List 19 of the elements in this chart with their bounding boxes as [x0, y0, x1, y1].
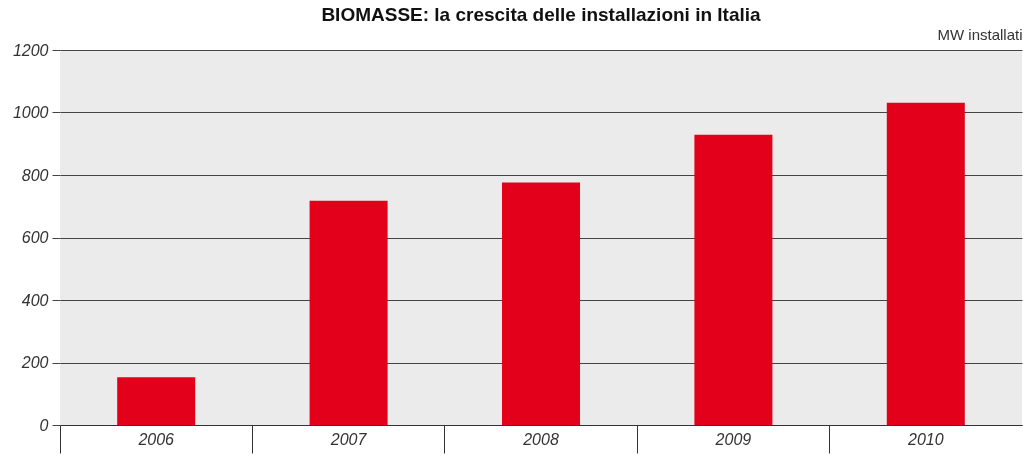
x-tick-label: 2009 — [714, 430, 752, 448]
chart-title: BIOMASSE: la crescita delle installazioni in Italia — [321, 4, 762, 25]
bar — [694, 134, 773, 425]
bar — [886, 102, 965, 425]
y-tick-label: 600 — [21, 229, 49, 246]
y-tick-label: 400 — [21, 291, 49, 309]
y-tick-label: 800 — [21, 166, 49, 184]
x-tick-label: 2006 — [137, 430, 175, 448]
y-tick-label: 200 — [20, 354, 49, 371]
x-tick-label: 2010 — [907, 430, 944, 448]
y-tick-label: 1200 — [12, 41, 49, 59]
bar — [502, 182, 580, 425]
bar — [309, 200, 388, 425]
x-tick-label: 2007 — [329, 430, 368, 448]
y-tick-label: 1000 — [12, 104, 49, 121]
x-tick-label: 2008 — [522, 430, 559, 448]
y-axis-title: MW installati — [937, 25, 1023, 43]
bar — [117, 377, 196, 425]
y-tick-label: 0 — [39, 416, 49, 434]
